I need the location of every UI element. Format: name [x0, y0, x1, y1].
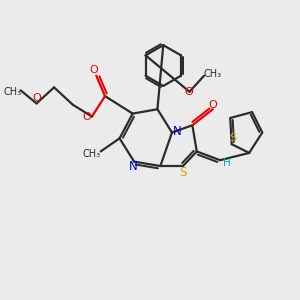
Text: CH₃: CH₃ — [82, 149, 100, 159]
Text: O: O — [184, 87, 193, 97]
Text: O: O — [82, 112, 91, 122]
Text: CH₃: CH₃ — [3, 87, 22, 97]
Text: H: H — [223, 158, 230, 168]
Text: N: N — [173, 124, 182, 138]
Text: O: O — [89, 65, 98, 76]
Text: O: O — [33, 93, 41, 103]
Text: S: S — [179, 166, 187, 179]
Text: S: S — [230, 133, 237, 143]
Text: N: N — [129, 160, 138, 173]
Text: CH₃: CH₃ — [203, 69, 221, 79]
Text: O: O — [208, 100, 217, 110]
